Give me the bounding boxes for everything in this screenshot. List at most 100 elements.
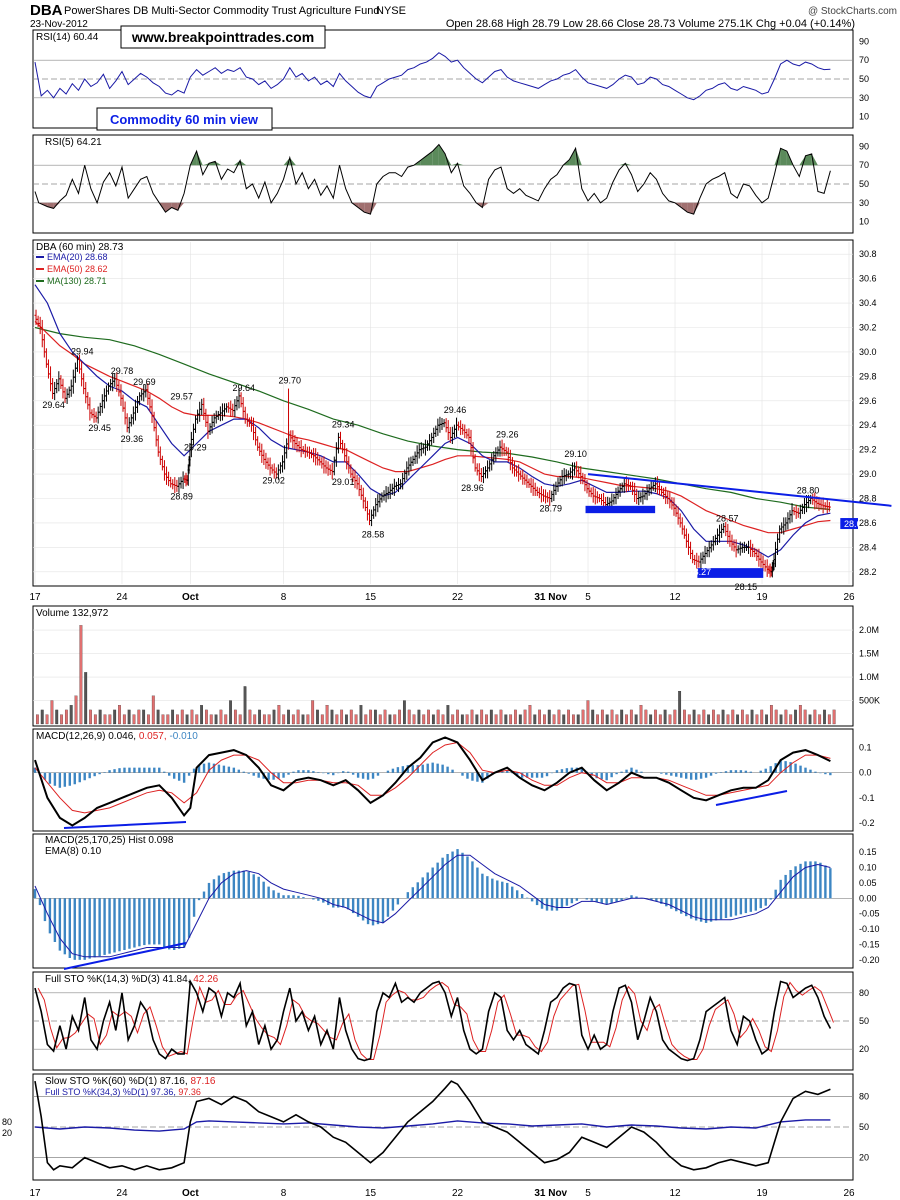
macd1-hist-bar: [525, 772, 529, 778]
price-label: 28.27: [689, 567, 712, 577]
volume-bar: [629, 709, 633, 725]
macd1-divergence-line-2: [715, 790, 788, 806]
macd1-hist-bar: [719, 772, 723, 773]
slowsto-sub-b: 97.36: [178, 1087, 201, 1097]
x-tick-label: 22: [452, 1188, 464, 1199]
price-tick-label: 29.8: [859, 371, 877, 381]
macd2-hist-bar: [212, 879, 216, 899]
macd2-hist-bar: [168, 898, 171, 950]
rsi5-zone-fill: [426, 151, 433, 166]
macd1-hist-bar: [501, 771, 504, 773]
volume-bar: [470, 709, 474, 725]
macd2-tick-label: -0.05: [859, 909, 880, 919]
macd1-hist-bar: [292, 771, 295, 773]
price-tick-label: 30.8: [859, 249, 877, 259]
price-tick-label: 30.2: [859, 323, 877, 333]
macd1-hist-bar: [446, 766, 449, 773]
macd2-hist-bar: [779, 879, 782, 899]
price-label: 29.64: [233, 383, 256, 393]
price-label: 28.96: [461, 483, 484, 493]
volume-bar: [721, 709, 725, 725]
x-tick-label: 17: [29, 1188, 41, 1199]
macd2-hist-bar: [396, 898, 400, 905]
volume-bar: [644, 709, 648, 725]
volume-tick-label: 2.0M: [859, 625, 879, 635]
macd1-hist-bar: [242, 771, 245, 773]
slowsto-tick-label: 20: [859, 1153, 869, 1163]
volume-bar: [262, 714, 266, 725]
macd1-hist-bar: [466, 772, 469, 779]
macd2-frame: [32, 833, 854, 969]
volume-bar: [427, 709, 430, 725]
price-label: 29.69: [133, 377, 156, 387]
macd1-hist-bar: [769, 766, 772, 773]
macd2-hist-bar: [809, 861, 812, 899]
volume-bar: [122, 714, 126, 725]
macd2-hist-bar: [471, 861, 474, 899]
rsi5-zone-fill: [53, 202, 60, 209]
price-label: 29.29: [184, 443, 207, 453]
macd2-hist-bar: [739, 898, 743, 915]
volume-bar: [741, 709, 744, 725]
volume-bar: [581, 709, 585, 725]
macd2-hist-bar: [550, 898, 554, 911]
volume-bar: [774, 709, 778, 725]
volume-tick-label: 1.0M: [859, 672, 879, 682]
macd2-hist-bar: [88, 898, 91, 959]
rsi5-tick-label: 50: [859, 179, 869, 189]
price-label: 28.79: [539, 504, 562, 514]
macd2-hist-bar: [481, 873, 484, 899]
macd1-hist-bar: [163, 771, 166, 773]
rsi5-zone-fill: [358, 202, 365, 213]
macd1-hist-bar: [426, 763, 429, 773]
volume-bar: [45, 714, 49, 725]
volume-bar: [393, 714, 397, 725]
volume-bar: [369, 709, 372, 725]
volume-bar: [301, 714, 305, 725]
ema50-line: [34, 320, 831, 534]
volume-bar: [205, 709, 208, 725]
volume-bar: [142, 709, 146, 725]
volume-bar: [504, 714, 508, 725]
volume-bar: [460, 714, 464, 725]
macd2-hist-bar: [267, 886, 270, 899]
macd2-hist-bar: [257, 876, 260, 899]
rsi14-tick-label: 50: [859, 74, 869, 84]
volume-bar: [364, 714, 368, 725]
macd1-hist-bar: [441, 764, 444, 773]
volume-bar: [494, 714, 498, 725]
volume-bar: [335, 714, 339, 725]
volume-bar: [417, 709, 421, 725]
volume-grid: [33, 629, 853, 701]
macd1-signal-line: [34, 741, 831, 814]
macd1-hist-bar: [471, 772, 474, 781]
slowsto-title-a: Slow STO %K(60) %D(1) 87.16,: [45, 1076, 188, 1087]
macd2-hist-bar: [73, 898, 76, 960]
macd2-hist-bar: [446, 854, 449, 899]
macd2-hist-bar: [565, 898, 569, 906]
macd1-hist-bar: [148, 767, 151, 773]
macd2-hist-bar: [699, 898, 703, 922]
volume-bar: [803, 709, 807, 725]
macd2-hist-bar: [744, 898, 748, 914]
volume-bar: [340, 709, 344, 725]
volume-bar: [161, 714, 165, 725]
macd2-hist-bar: [441, 857, 444, 899]
slowsto-k-line: [34, 1080, 831, 1171]
macd1-hist-bar: [317, 772, 320, 773]
macd2-hist-bar: [754, 898, 757, 911]
macd2-hist-bar: [719, 898, 723, 920]
macd2-hist-bar: [600, 898, 603, 904]
macd2-hist-bar: [540, 898, 544, 909]
macd2-hist-bar: [560, 898, 564, 909]
volume-bar: [673, 709, 677, 725]
volume-bar: [267, 714, 271, 725]
fullsto-grid: [33, 992, 853, 1050]
fullsto-title-b: 42.26: [193, 974, 218, 985]
volume-bar: [658, 714, 662, 725]
macd1-hist-bar: [68, 772, 71, 786]
macd1-hist-bar: [630, 767, 633, 773]
macd2-hist-bar: [68, 898, 71, 958]
volume-bar: [451, 714, 455, 725]
